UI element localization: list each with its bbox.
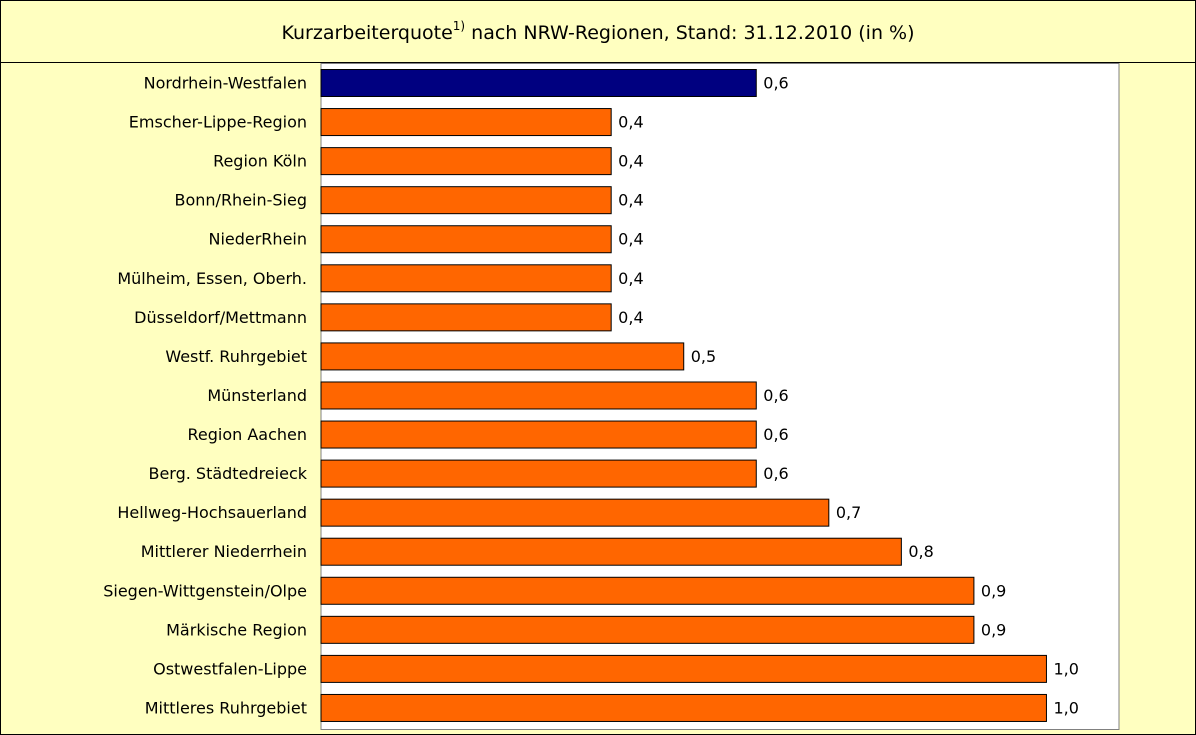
data-label: 0,4	[618, 308, 643, 327]
bar	[320, 537, 902, 566]
data-label: 0,4	[618, 269, 643, 288]
bar	[320, 303, 612, 332]
data-label: 0,6	[763, 464, 788, 483]
category-label: Berg. Städtedreieck	[148, 464, 307, 483]
bar	[320, 654, 1047, 683]
category-label: Region Köln	[213, 152, 307, 171]
title-main: Kurzarbeiterquote	[281, 22, 452, 44]
category-label: Mittlerer Niederrhein	[141, 542, 307, 561]
data-label: 0,8	[908, 542, 933, 561]
bar	[320, 147, 612, 176]
bar	[320, 342, 685, 371]
bar	[320, 615, 975, 644]
title-footnote: 1)	[453, 19, 465, 33]
category-label: Münsterland	[207, 386, 307, 405]
bar	[320, 108, 612, 137]
category-label: Bonn/Rhein-Sieg	[175, 191, 308, 210]
data-label: 0,5	[691, 347, 716, 366]
category-label: Region Aachen	[187, 425, 307, 444]
category-label: Siegen-Wittgenstein/Olpe	[103, 581, 307, 600]
data-label: 0,6	[763, 74, 788, 93]
category-label: Ostwestfalen-Lippe	[153, 659, 307, 678]
bar	[320, 186, 612, 215]
category-label: NiederRhein	[208, 230, 307, 249]
data-label: 0,4	[618, 230, 643, 249]
chart-title: Kurzarbeiterquote1) nach NRW-Regionen, S…	[281, 19, 914, 44]
data-label: 0,6	[763, 425, 788, 444]
bar	[320, 381, 757, 410]
category-label: Düsseldorf/Mettmann	[134, 308, 307, 327]
data-label: 0,6	[763, 386, 788, 405]
bar	[320, 576, 975, 605]
category-label: Emscher-Lippe-Region	[129, 113, 307, 132]
data-label: 0,7	[836, 503, 861, 522]
data-label: 0,4	[618, 152, 643, 171]
category-label: Märkische Region	[166, 620, 307, 639]
bar	[320, 69, 757, 97]
category-label: Hellweg-Hochsauerland	[117, 503, 307, 522]
bar	[320, 498, 830, 527]
bar	[320, 420, 757, 449]
bar	[320, 264, 612, 293]
category-label: Mülheim, Essen, Oberh.	[117, 269, 307, 288]
data-label: 0,9	[981, 620, 1006, 639]
data-label: 0,9	[981, 581, 1006, 600]
bar	[320, 459, 757, 488]
category-label: Westf. Ruhrgebiet	[165, 347, 307, 366]
title-rest: nach NRW-Regionen, Stand: 31.12.2010 (in…	[465, 22, 914, 44]
category-label: Mittleres Ruhrgebiet	[145, 698, 307, 717]
data-label: 0,4	[618, 191, 643, 210]
data-label: 1,0	[1053, 659, 1078, 678]
data-label: 1,0	[1053, 698, 1078, 717]
bar	[320, 225, 612, 254]
data-label: 0,4	[618, 113, 643, 132]
bar	[320, 693, 1047, 722]
category-label: Nordrhein-Westfalen	[144, 74, 307, 93]
